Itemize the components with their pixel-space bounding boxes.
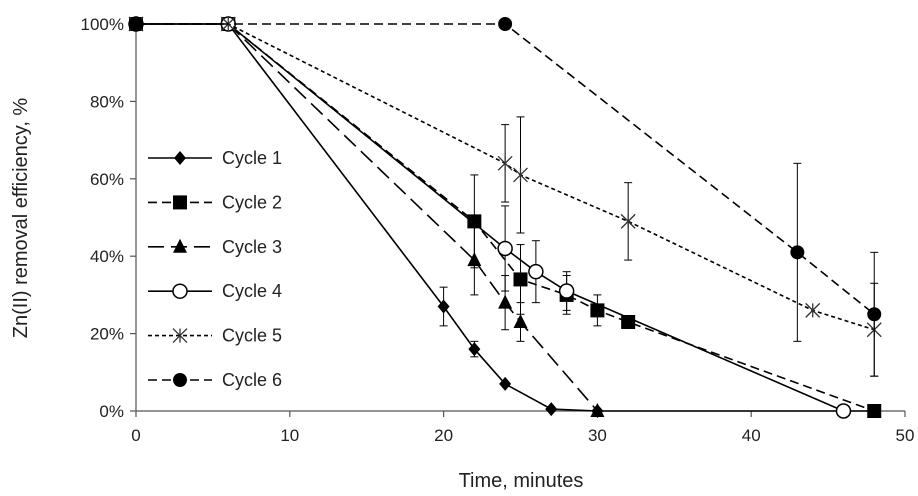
data-point bbox=[129, 17, 143, 31]
legend-item-cycle-1: Cycle 1 bbox=[148, 148, 282, 168]
legend-item-cycle-4: Cycle 4 bbox=[148, 281, 282, 301]
plot-area: 0 10 20 30 40 50 0% 20% 40% 60% 80% 100% bbox=[81, 15, 915, 445]
data-point bbox=[790, 245, 805, 260]
series-line bbox=[136, 23, 844, 412]
data-point bbox=[867, 404, 882, 418]
y-tick-label: 60% bbox=[90, 170, 124, 189]
x-axis-title: Time, minutes bbox=[459, 470, 584, 492]
data-point bbox=[513, 313, 528, 328]
x-tick-label: 10 bbox=[280, 426, 299, 445]
data-point bbox=[620, 213, 636, 229]
data-point bbox=[590, 403, 605, 417]
data-point bbox=[497, 240, 513, 257]
data-point bbox=[528, 263, 544, 280]
legend-item-cycle-3: Cycle 3 bbox=[148, 237, 282, 257]
legend-marker bbox=[173, 195, 187, 210]
series-cycle-3 bbox=[129, 16, 605, 417]
data-point bbox=[513, 272, 528, 287]
data-point bbox=[590, 303, 605, 318]
legend-label: Cycle 5 bbox=[222, 326, 282, 346]
data-point bbox=[497, 155, 513, 171]
x-tick-label: 20 bbox=[434, 426, 453, 445]
data-point bbox=[867, 307, 882, 322]
data-point bbox=[805, 302, 821, 318]
data-point bbox=[498, 294, 513, 309]
data-point bbox=[558, 283, 575, 299]
series-cycle-6 bbox=[129, 17, 882, 377]
legend-marker bbox=[172, 328, 188, 344]
y-tick-label: 0% bbox=[99, 402, 124, 421]
data-point bbox=[468, 342, 481, 357]
legend-item-cycle-2: Cycle 2 bbox=[148, 192, 282, 212]
x-tick-label: 30 bbox=[588, 426, 607, 445]
legend-marker bbox=[174, 151, 186, 165]
legend-item-cycle-5: Cycle 5 bbox=[148, 326, 282, 346]
series-layer bbox=[128, 16, 882, 419]
series-line bbox=[136, 23, 875, 412]
y-tick-label: 40% bbox=[90, 247, 124, 266]
legend-label: Cycle 1 bbox=[222, 148, 282, 168]
x-tick-label: 0 bbox=[131, 426, 140, 445]
legend-item-cycle-6: Cycle 6 bbox=[148, 370, 282, 390]
data-point bbox=[835, 403, 852, 419]
y-tick-group: 0% 20% 40% 60% 80% 100% bbox=[81, 15, 136, 421]
data-point bbox=[498, 17, 513, 31]
y-tick-label: 100% bbox=[81, 15, 124, 34]
data-point bbox=[545, 402, 558, 417]
data-point bbox=[467, 252, 482, 267]
legend-marker bbox=[173, 373, 187, 387]
data-point bbox=[499, 376, 512, 391]
series-line bbox=[136, 23, 875, 315]
legend-label: Cycle 4 bbox=[222, 281, 282, 301]
legend-label: Cycle 3 bbox=[222, 237, 282, 257]
series-cycle-4 bbox=[128, 16, 852, 419]
y-tick-label: 20% bbox=[90, 325, 124, 344]
legend-marker bbox=[173, 238, 187, 253]
legend-label: Cycle 6 bbox=[222, 370, 282, 390]
legend-label: Cycle 2 bbox=[222, 192, 282, 212]
legend: Cycle 1 Cycle 2 Cycle 3 Cycle 4 Cycle 5 Cycle… bbox=[148, 148, 282, 390]
x-tick-label: 50 bbox=[896, 426, 915, 445]
y-tick-label: 80% bbox=[90, 92, 124, 111]
x-tick-group: 0 10 20 30 40 50 bbox=[131, 411, 914, 445]
x-tick-label: 40 bbox=[742, 426, 761, 445]
series-line bbox=[136, 23, 599, 412]
y-axis-title: Zn(II) removal efficiency, % bbox=[10, 98, 32, 339]
data-point bbox=[437, 299, 450, 314]
legend-marker bbox=[172, 283, 188, 299]
data-point bbox=[513, 167, 528, 183]
